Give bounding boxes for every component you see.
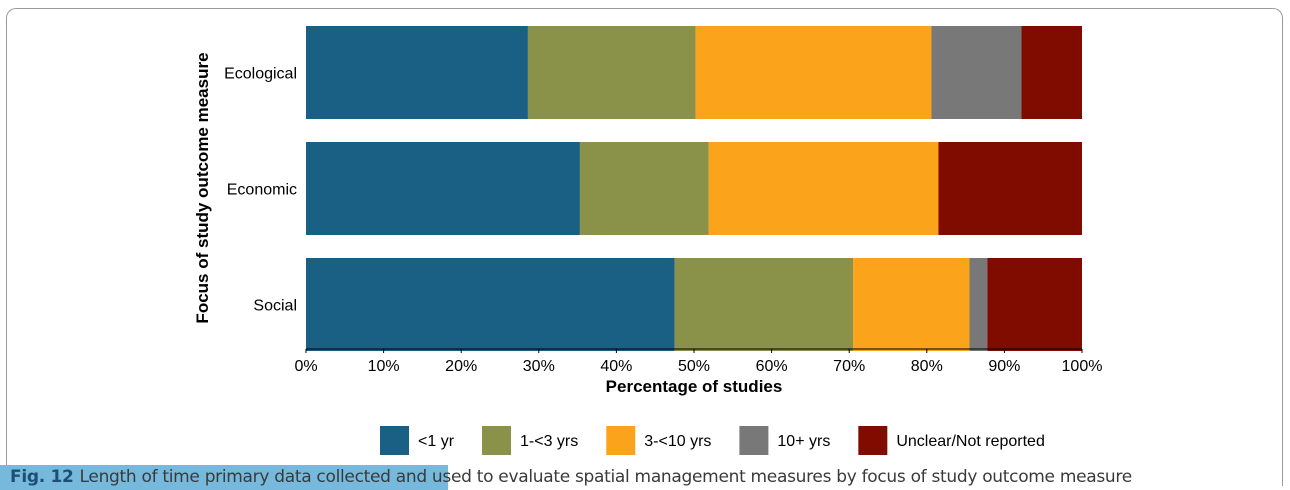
category-label-ecological: Ecological — [224, 66, 297, 83]
legend-swatch — [858, 426, 888, 455]
stacked-bar-chart: Ecological Economic Social 0% 10% 20% 30% 40% 5… — [193, 26, 1103, 455]
x-tick-label: 20% — [445, 358, 477, 375]
legend-label: Unclear/Not reported — [896, 433, 1045, 450]
bar-social-series-1 — [674, 258, 854, 351]
caption-highlight — [0, 465, 448, 490]
bar-social-series-2 — [853, 258, 970, 351]
legend-label: <1 yr — [418, 433, 455, 450]
legend-swatch — [380, 426, 409, 455]
bar-ecological-series-4 — [1021, 26, 1082, 119]
x-axis: 0% 10% 20% 30% 40% 50% 60% 70% 80% 90% 100% — [294, 348, 1103, 375]
category-label-economic: Economic — [227, 182, 297, 199]
x-tick-label: 100% — [1062, 358, 1103, 375]
x-tick-label: 10% — [368, 358, 400, 375]
bar-economic-series-4 — [938, 142, 1082, 235]
legend-swatch — [606, 426, 636, 455]
x-tick-label: 70% — [833, 358, 865, 375]
bar-social-series-4 — [987, 258, 1082, 351]
bar-ecological-series-2 — [695, 26, 932, 119]
figure-frame — [6, 8, 1283, 486]
x-tick-label: 90% — [988, 358, 1020, 375]
x-tick-label: 50% — [678, 358, 710, 375]
bar-ecological-series-1 — [527, 26, 696, 119]
bar-economic-series-1 — [579, 142, 709, 235]
category-label-social: Social — [253, 298, 297, 315]
figure-label: Fig. 12 — [10, 467, 74, 487]
x-tick-label: 60% — [756, 358, 788, 375]
figure-caption: Fig. 12 Length of time primary data colle… — [10, 465, 1132, 490]
x-tick-label: 30% — [523, 358, 555, 375]
legend-label: 1-<3 yrs — [520, 433, 578, 450]
bar-economic-series-2 — [708, 142, 939, 235]
bar-social-series-3 — [969, 258, 988, 351]
legend-swatch — [739, 426, 769, 455]
legend-label: 3-<10 yrs — [644, 433, 711, 450]
x-tick-label: 0% — [294, 358, 317, 375]
legend-label: 10+ yrs — [777, 433, 830, 450]
legend: <1 yr 1-<3 yrs 3-<10 yrs 10+ yrs Unclear/Not… — [380, 426, 1045, 455]
bars-group — [306, 26, 1082, 351]
bar-social-series-0 — [306, 258, 675, 351]
category-labels: Ecological Economic Social — [224, 66, 297, 315]
bar-ecological-series-0 — [306, 26, 528, 119]
bar-economic-series-0 — [306, 142, 580, 235]
x-axis-title: Percentage of studies — [606, 377, 783, 396]
y-axis-title: Focus of study outcome measure — [193, 52, 212, 323]
bar-ecological-series-3 — [931, 26, 1022, 119]
caption-text: Length of time primary data collected an… — [79, 467, 1133, 487]
legend-swatch — [482, 426, 512, 455]
x-tick-label: 40% — [600, 358, 632, 375]
x-tick-label: 80% — [911, 358, 943, 375]
